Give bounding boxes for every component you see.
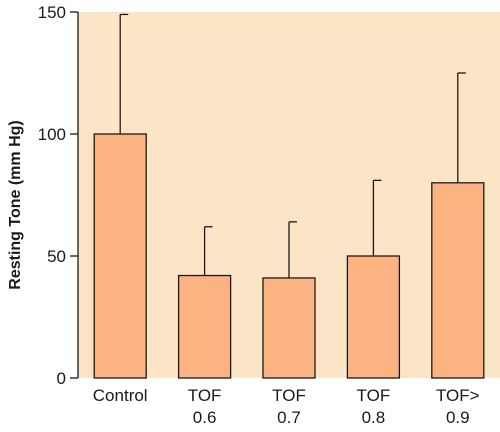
axes-group [70,11,79,379]
y-tick-label: 50 [47,247,66,266]
y-tick-label: 150 [38,3,66,22]
labels-group: Control TOF 0.6 TOF 0.7 TOF 0.8 TOF> 0.9 0 50 100 15… [38,3,480,427]
y-axis-title: Resting Tone (mm Hg) [7,120,24,289]
x-tick-label: TOF> 0.9 [436,386,480,427]
x-tick-label: TOF 0.6 [188,386,222,427]
x-tick-label: TOF 0.8 [357,386,391,427]
bar [431,182,485,379]
y-tick-label: 100 [38,125,66,144]
bar [262,277,316,379]
bars-group [93,13,485,379]
x-tick-label: Control [93,386,148,405]
bar [346,255,401,379]
x-tick-label: TOF 0.7 [272,386,306,427]
y-tick-label: 0 [57,369,66,388]
bar [93,133,147,379]
bar [177,274,232,379]
